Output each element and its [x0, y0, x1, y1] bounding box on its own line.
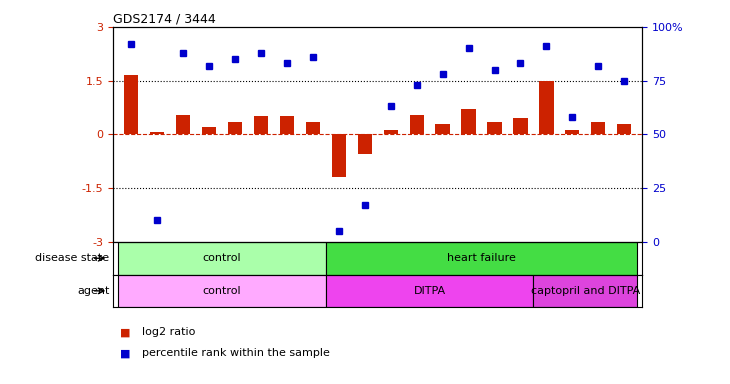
- Text: heart failure: heart failure: [447, 253, 516, 263]
- Bar: [306, 122, 320, 134]
- Bar: [410, 115, 424, 134]
- Text: control: control: [203, 286, 242, 296]
- Bar: [228, 122, 242, 134]
- Text: log2 ratio: log2 ratio: [142, 327, 196, 337]
- Bar: [534, 275, 637, 307]
- Bar: [565, 130, 580, 134]
- Text: percentile rank within the sample: percentile rank within the sample: [142, 348, 330, 358]
- Bar: [118, 275, 326, 307]
- Bar: [358, 134, 372, 154]
- Bar: [383, 130, 398, 134]
- Bar: [331, 134, 346, 177]
- Bar: [488, 122, 502, 134]
- Text: disease state: disease state: [35, 253, 110, 263]
- Bar: [539, 81, 553, 134]
- Bar: [513, 118, 528, 134]
- Bar: [254, 116, 268, 134]
- Bar: [326, 275, 534, 307]
- Bar: [326, 242, 637, 275]
- Bar: [617, 124, 631, 134]
- Bar: [150, 132, 164, 134]
- Bar: [124, 75, 139, 134]
- Bar: [591, 122, 605, 134]
- Bar: [176, 115, 191, 134]
- Text: ■: ■: [120, 327, 131, 337]
- Bar: [280, 116, 294, 134]
- Text: control: control: [203, 253, 242, 263]
- Text: DITPA: DITPA: [414, 286, 446, 296]
- Text: agent: agent: [77, 286, 110, 296]
- Bar: [202, 127, 216, 134]
- Bar: [118, 242, 326, 275]
- Text: ■: ■: [120, 348, 131, 358]
- Text: captopril and DITPA: captopril and DITPA: [531, 286, 640, 296]
- Text: GDS2174 / 3444: GDS2174 / 3444: [113, 13, 216, 26]
- Bar: [461, 109, 476, 134]
- Bar: [436, 124, 450, 134]
